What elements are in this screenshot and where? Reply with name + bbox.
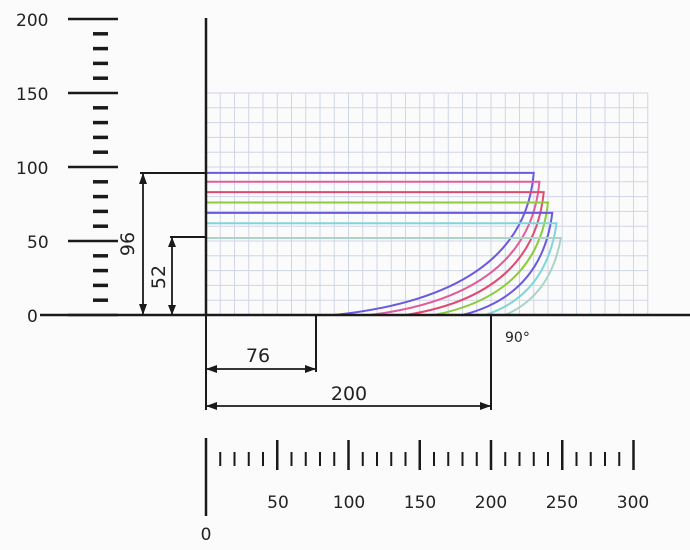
dimension-label-96: 96 [117,232,139,256]
bend-curve-6 [206,222,558,316]
dimension-label-200: 200 [331,383,367,405]
vertical-scale [68,17,118,317]
hscale-label-50: 50 [267,493,289,513]
hscale-label-300: 300 [617,493,649,513]
vscale-label-50: 50 [27,233,49,253]
hscale-label-origin: 0 [201,525,212,545]
vscale-label-100: 100 [16,159,48,179]
dimension-height-52 [168,236,206,315]
bend-curve-5 [206,211,554,316]
hscale-label-250: 250 [546,493,578,513]
bend-curve-2 [206,180,541,316]
dimension-width-200 [206,315,492,410]
dimension-height-96 [139,172,206,316]
vscale-label-200: 200 [16,11,48,31]
vscale-label-150: 150 [16,85,48,105]
bend-curve-1 [206,171,535,316]
dimension-label-76: 76 [246,345,270,367]
hscale-label-200: 200 [475,493,507,513]
grid [205,92,649,316]
angle-label: 90° [505,330,530,346]
horizontal-scale [204,438,635,516]
dimension-label-52: 52 [148,265,170,289]
bend-curve-3 [206,191,545,316]
bend-curve-7 [206,237,563,316]
curves [206,171,563,316]
hscale-label-150: 150 [404,493,436,513]
dimension-width-76 [205,315,317,410]
hscale-label-100: 100 [333,493,365,513]
vscale-label-0: 0 [27,307,38,327]
